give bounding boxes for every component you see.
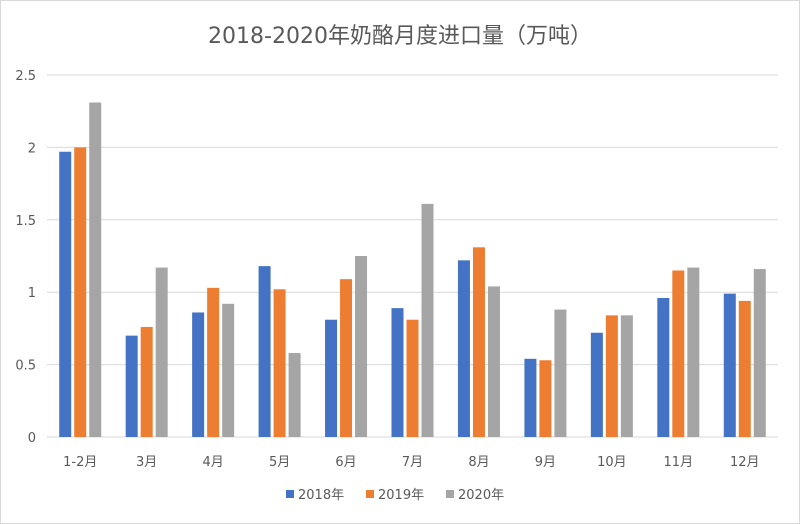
- bar-2020年-7月: [421, 203, 434, 437]
- bar-2018年-7月: [391, 308, 404, 437]
- x-tick-label: 5月: [269, 455, 290, 470]
- bar-2018年-10月: [590, 332, 603, 437]
- x-tick-label: 11月: [664, 455, 694, 470]
- y-tick-label: 0.5: [15, 359, 36, 374]
- bar-2019年-3月: [140, 326, 153, 437]
- bar-2020年-1-2月: [89, 102, 102, 438]
- bar-2018年-11月: [657, 297, 670, 437]
- bar-2020年-10月: [620, 315, 633, 437]
- bar-2019年-8月: [472, 247, 485, 437]
- bar-2020年-5月: [288, 353, 301, 437]
- bar-2019年-1-2月: [74, 147, 87, 437]
- bar-2018年-4月: [192, 312, 205, 437]
- x-tick-label: 3月: [136, 455, 157, 470]
- x-tick-label: 12月: [730, 455, 760, 470]
- bar-2018年-3月: [125, 335, 138, 437]
- bar-2020年-11月: [687, 267, 700, 437]
- y-tick-label: 1: [28, 286, 36, 301]
- bar-2020年-6月: [355, 256, 368, 437]
- bar-2020年-8月: [487, 286, 500, 437]
- x-tick-label: 6月: [335, 455, 356, 470]
- legend: 2018年 2019年 2020年: [286, 488, 504, 503]
- x-tick-label: 9月: [535, 455, 556, 470]
- x-tick-label: 10月: [597, 455, 627, 470]
- chart-title: 2018-2020年奶酪月度进口量（万吨）: [208, 24, 592, 49]
- x-tick-label: 1-2月: [63, 455, 97, 470]
- x-tick-label: 8月: [468, 455, 489, 470]
- bar-2019年-7月: [406, 319, 419, 437]
- bar-2019年-12月: [738, 300, 751, 437]
- x-tick-label: 4月: [202, 455, 223, 470]
- legend-label: 2019年: [378, 488, 424, 503]
- y-tick-label: 2.5: [15, 69, 36, 84]
- bar-2019年-4月: [207, 287, 220, 437]
- bar-2018年-8月: [457, 260, 470, 437]
- bar-2019年-11月: [672, 270, 685, 437]
- x-axis-ticks: 1-2月 3月 4月 5月 6月 7月 8月 9月 10月 11月 12月: [63, 455, 759, 470]
- y-tick-label: 0: [28, 431, 36, 446]
- bar-2019年-6月: [340, 279, 353, 437]
- bar-2018年-5月: [258, 266, 271, 437]
- y-axis-ticks: 0 0.5 1 1.5 2 2.5: [15, 69, 36, 446]
- bar-2018年-12月: [723, 293, 736, 437]
- bar-2020年-12月: [753, 269, 766, 437]
- bar-2018年-9月: [524, 358, 537, 437]
- x-tick-label: 7月: [402, 455, 423, 470]
- bar-2020年-9月: [554, 309, 567, 437]
- legend-label: 2020年: [458, 488, 504, 503]
- y-tick-label: 1.5: [15, 214, 36, 229]
- bars: [59, 102, 766, 438]
- bar-2019年-5月: [273, 289, 286, 437]
- bar-2018年-6月: [325, 319, 338, 437]
- legend-swatch: [286, 490, 294, 498]
- legend-swatch: [366, 490, 374, 498]
- legend-swatch: [446, 490, 454, 498]
- y-tick-label: 2: [28, 141, 36, 156]
- bar-2019年-9月: [539, 360, 552, 437]
- bar-2020年-3月: [155, 267, 168, 437]
- bar-2018年-1-2月: [59, 151, 72, 437]
- bar-2019年-10月: [605, 315, 618, 437]
- bar-2020年-4月: [222, 303, 235, 437]
- legend-label: 2018年: [298, 488, 344, 503]
